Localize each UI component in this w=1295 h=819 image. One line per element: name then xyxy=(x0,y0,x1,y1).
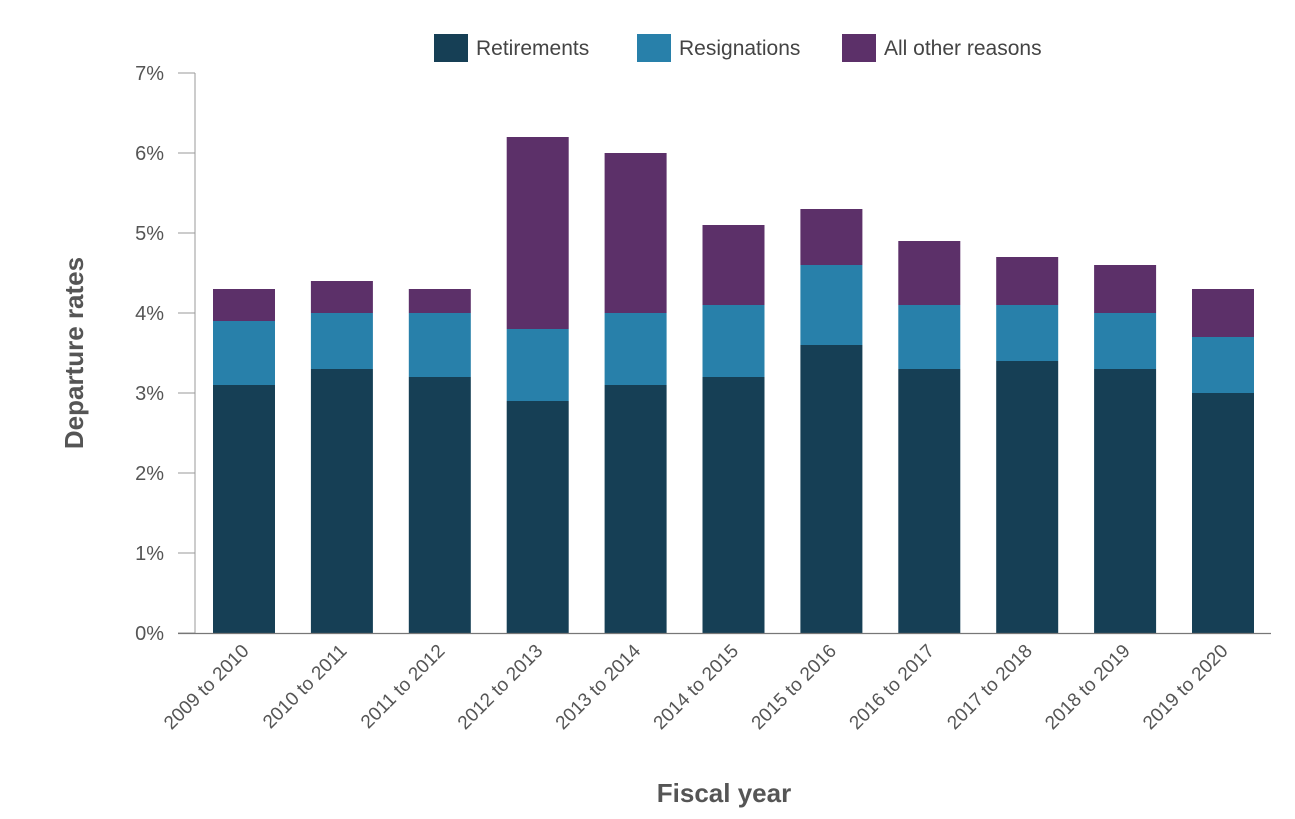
legend-label: Retirements xyxy=(476,37,589,60)
y-tick-label: 4% xyxy=(135,303,164,325)
bar-segment-resignations xyxy=(213,321,275,385)
bar-segment-retirements xyxy=(506,401,569,633)
bar-segment-all-other-reasons xyxy=(898,241,961,305)
x-tick-label: 2016 to 2017 xyxy=(846,641,939,734)
legend: Retirements Resignations All other reasons xyxy=(434,34,1042,62)
bar-segment-resignations xyxy=(1094,313,1157,369)
x-axis-labels: 2009 to 2010 2010 to 2011 2011 to 2012 2012… xyxy=(160,640,1232,734)
legend-swatch xyxy=(434,34,468,62)
bar-segment-all-other-reasons xyxy=(1192,289,1254,337)
bar-segment-retirements xyxy=(1192,393,1254,633)
bar-segment-retirements xyxy=(702,377,765,633)
x-tick-label: 2017 to 2018 xyxy=(943,641,1036,734)
bar-segment-all-other-reasons xyxy=(604,153,667,313)
bar-segment-retirements xyxy=(408,377,471,633)
bar-segment-retirements xyxy=(604,385,667,633)
y-axis-ticks: 0% 1% 2% 3% 4% 5% 6% 7% xyxy=(135,63,195,645)
bar-segment-retirements xyxy=(800,345,863,633)
y-tick-label: 6% xyxy=(135,143,164,165)
x-tick-label: 2019 to 2020 xyxy=(1139,641,1232,734)
bar-segment-resignations xyxy=(506,329,569,401)
bar-segment-retirements xyxy=(898,369,961,633)
bar-segment-resignations xyxy=(996,305,1059,361)
bar-segment-resignations xyxy=(898,305,961,369)
y-axis-title: Departure rates xyxy=(59,257,89,449)
bar-segment-resignations xyxy=(310,313,373,369)
bar-segment-retirements xyxy=(310,369,373,633)
bar-segment-resignations xyxy=(1192,337,1254,393)
y-tick-label: 7% xyxy=(135,63,164,85)
bar-segment-all-other-reasons xyxy=(702,225,765,305)
bar-segment-retirements xyxy=(213,385,275,633)
bar-segment-all-other-reasons xyxy=(213,289,275,321)
bar-segment-resignations xyxy=(702,305,765,377)
y-tick-label: 1% xyxy=(135,543,164,565)
bar-segment-all-other-reasons xyxy=(310,281,373,313)
x-tick-label: 2011 to 2012 xyxy=(357,641,449,733)
legend-swatch xyxy=(637,34,671,62)
x-tick-label: 2010 to 2011 xyxy=(259,641,351,733)
legend-label: All other reasons xyxy=(884,37,1042,60)
x-tick-label: 2018 to 2019 xyxy=(1041,641,1134,734)
y-tick-label: 0% xyxy=(135,623,164,645)
x-tick-label: 2012 to 2013 xyxy=(454,641,547,734)
bar-segment-resignations xyxy=(604,313,667,385)
bar-segment-all-other-reasons xyxy=(800,209,863,265)
bar-segment-resignations xyxy=(408,313,471,377)
bar-segment-all-other-reasons xyxy=(996,257,1059,305)
y-tick-label: 2% xyxy=(135,463,164,485)
x-tick-label: 2009 to 2010 xyxy=(160,641,253,734)
y-tick-label: 5% xyxy=(135,223,164,245)
bar-segment-all-other-reasons xyxy=(1094,265,1157,313)
bar-segment-all-other-reasons xyxy=(408,289,471,313)
legend-swatch xyxy=(842,34,876,62)
x-axis-title: Fiscal year xyxy=(657,778,791,808)
legend-label: Resignations xyxy=(679,37,800,60)
x-tick-label: 2014 to 2015 xyxy=(650,641,743,734)
bar-segment-resignations xyxy=(800,265,863,345)
x-tick-label: 2013 to 2014 xyxy=(552,640,646,734)
bar-segment-retirements xyxy=(1094,369,1157,633)
bars xyxy=(213,137,1254,633)
x-tick-label: 2015 to 2016 xyxy=(748,641,841,734)
y-tick-label: 3% xyxy=(135,383,164,405)
bar-segment-retirements xyxy=(996,361,1059,633)
bar-segment-all-other-reasons xyxy=(506,137,569,329)
